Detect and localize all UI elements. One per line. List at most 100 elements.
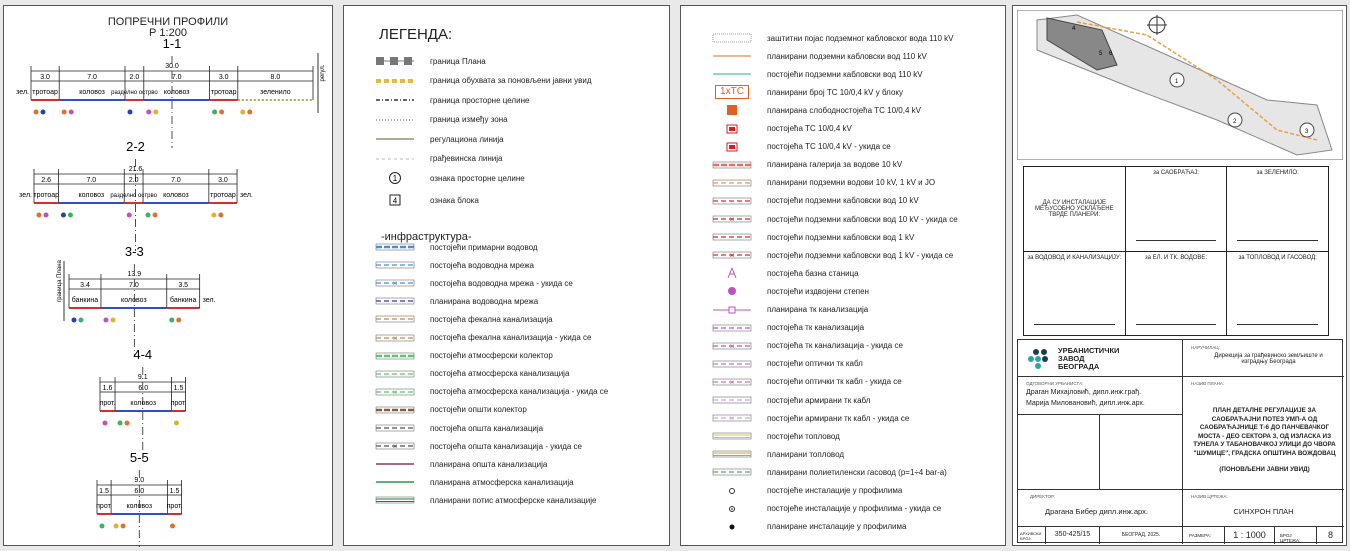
drawing-name-label: НАЗИВ ЦРТЕЖА:: [1191, 494, 1228, 499]
legend-item: × постојећи армирани тк кабл - укида се: [711, 411, 909, 425]
signature-cell-traffic[interactable]: за САОБРАЋАЈ:: [1124, 166, 1228, 252]
legend-item-label: планирани топловод: [767, 449, 845, 459]
segment-dimension: 7.0: [172, 74, 182, 81]
legend-item-label: планирани подземни кабловски вод 110 kV: [767, 51, 927, 61]
installation-marker: [153, 109, 159, 115]
installation-marker: [146, 109, 152, 115]
dash-x-symbol-icon: ×: [374, 277, 416, 289]
legend-item-label: ознака блока: [430, 195, 479, 205]
archive-number: 350-425/15: [1046, 527, 1100, 544]
segment-dimension: 7.0: [129, 282, 139, 289]
signature-cell-greenery[interactable]: за ЗЕЛЕНИЛО:: [1226, 166, 1329, 252]
legend-item: постојећа општа канализација: [374, 421, 543, 435]
installation-marker: [126, 212, 132, 218]
segment-dimension: 3.4: [80, 282, 90, 289]
installation-marker: [71, 317, 77, 323]
legend-item: регулациона линија: [374, 132, 504, 146]
segment-dimension: 3.0: [40, 74, 50, 81]
installation-marker: [240, 109, 246, 115]
legend-item: постојећи армирани тк кабл: [711, 393, 870, 407]
legend-item: постојећа тк канализација: [711, 321, 864, 335]
legend-item-label: планирана тк канализација: [767, 305, 869, 314]
segment-dimension: 3.0: [219, 74, 229, 81]
legend-item-label: планирани број ТС 10/0,4 kV у блоку: [767, 87, 903, 97]
signature-cell-water[interactable]: за ВОДОВОД И КАНАЛИЗАЦИЈУ:: [1023, 250, 1126, 336]
legend-item-label: постојећа општа канализација - укида се: [430, 441, 582, 451]
legend-item-label: планирани подземни водови 10 kV, 1 kV и …: [767, 178, 936, 188]
legend-item-label: постојећи примарни водовод: [430, 242, 538, 252]
dash-x-symbol-icon: ×: [711, 412, 753, 424]
legend-item: постојећа базна станица: [711, 266, 859, 280]
map-zone-label: 2: [1233, 119, 1237, 125]
key-map: 4 5 6 1 2 3: [1017, 10, 1343, 160]
segment-label: коловоз: [130, 400, 156, 407]
segment-label: тротоар: [211, 89, 237, 96]
legend-panel: ЛЕГЕНДА: граница Плана граница обухвата з…: [343, 5, 670, 546]
legend-item: граница обухвата за поновљени јавни увид: [374, 74, 592, 88]
signature-cell-heating[interactable]: за ТОПЛОВОД И ГАСОВОД:: [1226, 250, 1329, 336]
installation-marker: [124, 420, 130, 426]
svg-text:×: ×: [393, 388, 398, 397]
legend-item: × постојећа општа канализација - укида се: [374, 439, 582, 453]
installation-marker: [169, 317, 175, 323]
installation-marker: [218, 212, 224, 218]
total-dimension: 9.0: [134, 477, 144, 484]
segment-dimension: 1.5: [174, 385, 184, 392]
installation-marker: [145, 212, 151, 218]
segment-label: тротоар: [210, 192, 236, 199]
legend-item-label: постојећа атмосферска канализација - уки…: [430, 387, 609, 397]
left-edge-label: зел.: [19, 192, 32, 199]
solid-symbol-icon: [374, 476, 416, 488]
total-dimension: 13.9: [128, 271, 142, 278]
segment-dimension: 1.5: [99, 488, 109, 495]
dash-symbol-icon: [711, 322, 753, 334]
legend-item: постојећи општи колектор: [374, 403, 527, 417]
signature-cell-electric[interactable]: за ЕЛ. И ТК. ВОДОВЕ:: [1124, 250, 1228, 336]
logo-cell: УРБАНИСТИЧКИ ЗАВОД БЕОГРАДА: [1018, 340, 1183, 377]
installation-marker: [61, 109, 67, 115]
legend-item-label: постојећа фекална канализација: [430, 314, 553, 324]
map-zone-label: 1: [1175, 79, 1179, 85]
logo-text: УРБАНИСТИЧКИ ЗАВОД БЕОГРАДА: [1058, 346, 1120, 371]
segment-dimension: 2.0: [129, 177, 139, 184]
installation-marker: [152, 212, 158, 218]
dashed-thick-symbol-icon: [374, 75, 416, 87]
legend-item-label: постојеће инсталације у профилима: [767, 486, 903, 495]
double-dash-symbol-icon: [711, 159, 753, 171]
title-block: УРБАНИСТИЧКИ ЗАВОД БЕОГРАДА НАРУЧИЛАЦ: Д…: [1017, 339, 1344, 544]
segment-label: коловоз: [163, 192, 189, 199]
installation-marker: [170, 523, 175, 529]
segment-label: банкина: [170, 296, 196, 304]
drawing-number-label: БРОЈ ЦРТЕЖА:: [1275, 527, 1317, 544]
segment-label: тротоар: [32, 89, 58, 96]
legend-item-label: планирани потис атмосферске канализације: [430, 495, 597, 505]
installation-marker: [33, 109, 39, 115]
signature-label: за ВОДОВОД И КАНАЛИЗАЦИЈУ:: [1027, 254, 1122, 261]
installation-marker: [173, 420, 179, 426]
dash-symbol-icon: [374, 295, 416, 307]
installation-marker: [127, 109, 133, 115]
legend-item-label: планиране инсталације у профилима: [767, 522, 907, 532]
installation-marker: [120, 523, 126, 529]
dash-symbol-icon: [711, 466, 753, 478]
legend-item-label: постојећи издвојени степен: [767, 286, 869, 296]
signature-table: ДА СУ ИНСТАЛАЦИЈЕ МЕЂУСОБНО УСКЛАЂЕНЕ ТВ…: [1023, 166, 1329, 336]
director-name: Драгана Бибер дипл.инж.арх.: [1045, 507, 1148, 516]
segment-label: прот.: [171, 400, 187, 407]
dash-symbol-icon: [711, 195, 753, 207]
tower-symbol-icon: [711, 267, 753, 279]
legend-item: планирана слободностојећа ТС 10/0,4 kV: [711, 103, 921, 117]
solid-symbol-icon: [374, 458, 416, 470]
plan-note: (ПОНОВЉЕНИ ЈАВНИ УВИД): [1219, 466, 1310, 473]
legend-item-label: постојећа базна станица: [767, 268, 859, 278]
profile-name: 3-3: [125, 244, 144, 259]
legend-item-label: граница између зона: [430, 115, 508, 124]
legend-item-label: постојећи атмосферски колектор: [430, 351, 553, 361]
svg-text:×: ×: [730, 215, 735, 224]
legend-title: ЛЕГЕНДА:: [379, 26, 453, 43]
segment-label: разделно острво: [110, 193, 157, 199]
svg-text:×: ×: [730, 251, 735, 260]
segment-dimension: 3.5: [178, 282, 188, 289]
segment-label: коловоз: [79, 192, 105, 199]
legend-item-label: постојећи подземни кабловски вод 10 kV -…: [767, 214, 958, 224]
